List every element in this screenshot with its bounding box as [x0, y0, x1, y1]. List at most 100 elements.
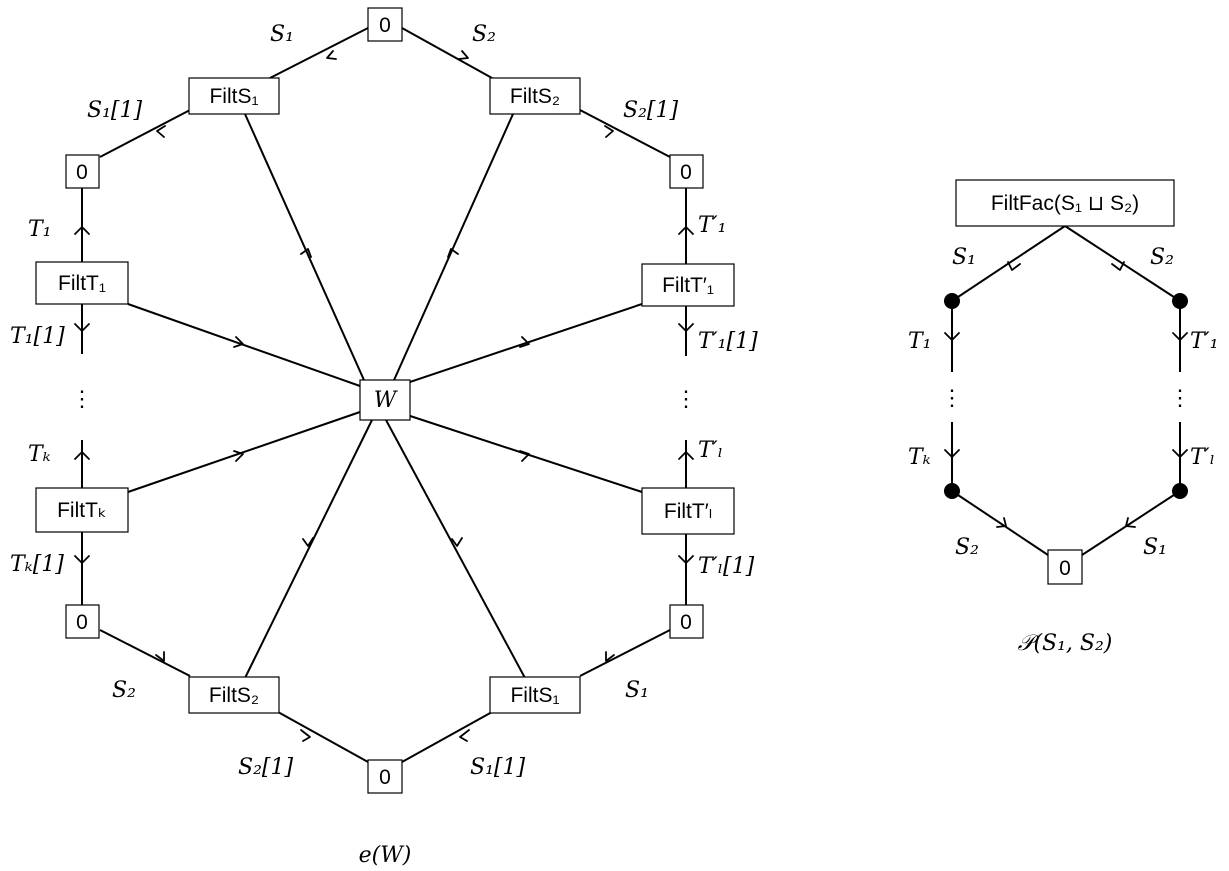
edge-top0-filts2: [401, 27, 493, 79]
node-label: FiltT₁: [58, 272, 106, 295]
label-r-tl-prime: T′ₗ: [1190, 445, 1215, 470]
arrow-r-s2-top: [1111, 261, 1125, 271]
arrow-spoke-filttk: [233, 450, 244, 462]
label-t1-1: T₁[1]: [10, 324, 65, 349]
node-label: 0: [1059, 557, 1071, 580]
arrow-r-s2-bot: [996, 517, 1007, 528]
node-right-bottom-zero: 0: [1047, 549, 1083, 585]
node-zero-upper-right: 0: [669, 154, 704, 189]
label-r-s1-bottom: S₁: [1143, 535, 1167, 560]
node-label: FiltS₂: [510, 85, 560, 108]
node-filts2-bottom: FiltS₂: [188, 676, 280, 714]
arrow-spoke-filtt1: [233, 336, 244, 348]
node-filts2-top: FiltS₂: [489, 77, 581, 115]
edge-w-filtt1: [127, 303, 361, 387]
node-label: FiltS₂: [209, 684, 259, 707]
arrow-s2-bot: [155, 651, 165, 662]
node-zero-upper-left: 0: [65, 154, 100, 189]
arrow-s2-top: [458, 50, 469, 60]
node-label: 0: [379, 14, 391, 37]
vertex-dot: [944, 293, 960, 309]
edge-top0-filts1: [269, 27, 369, 79]
arrow-spoke-filts1-top: [300, 248, 312, 258]
arrow-s2-1-top: [604, 125, 614, 138]
arrow-t1: [74, 226, 90, 235]
arrow-tk: [74, 451, 90, 460]
label-s1-1-top: S₁[1]: [87, 98, 142, 123]
edge-filts1-zero-ul: [99, 109, 191, 158]
node-label: 0: [680, 161, 692, 184]
node-label: 0: [76, 161, 88, 184]
vdots-right-left: ⋮: [941, 386, 963, 411]
vdots-left: ⋮: [71, 387, 93, 412]
edge-bottom-left: [951, 490, 1049, 556]
node-label: FiltFac(S₁ ⊔ S₂): [991, 192, 1139, 215]
label-tk-1: Tₖ[1]: [10, 552, 64, 577]
label-tl-prime: T′ₗ: [698, 438, 723, 463]
arrow-spoke-filts2-bot: [302, 537, 314, 547]
node-label: 0: [76, 611, 88, 634]
node-label: FiltS₁: [209, 85, 258, 108]
arrow-s1-top: [326, 50, 337, 60]
arrow-r-t1p: [1172, 332, 1188, 341]
edge-w-filts2-top: [385, 113, 514, 399]
arrow-tlp-1: [678, 555, 694, 564]
label-s2-1-bottom: S₂[1]: [238, 755, 293, 780]
label-r-tk: Tₖ: [908, 445, 931, 470]
edge-w-filtt1p: [397, 303, 643, 387]
arrow-r-s1-bot: [1125, 517, 1136, 528]
node-filts1-top: FiltS₁: [188, 77, 280, 115]
exchange-graph: 0 FiltS₁ FiltS₂ 0 0 FiltT₁ FiltT′₁ W: [10, 7, 758, 868]
node-label: W: [374, 388, 399, 413]
node-filttl-prime: FiltT′ₗ: [641, 487, 735, 535]
arrowheads-right: [944, 261, 1188, 528]
arrow-spoke-filttlp: [519, 450, 530, 462]
label-r-t1-prime: T′₁: [1190, 329, 1219, 354]
arrow-s1-1-top: [156, 125, 166, 138]
arrow-r-s1-top: [1007, 261, 1021, 271]
spokes: [127, 113, 643, 679]
node-label: FiltS₁: [510, 684, 559, 707]
edge-filts2-zero-ur: [579, 109, 671, 158]
vertex-dot: [944, 483, 960, 499]
vdots-right: ⋮: [675, 387, 697, 412]
node-label: FiltT′ₗ: [664, 500, 712, 523]
edge-filts2-bot0: [277, 711, 369, 763]
arrow-t1p: [678, 226, 694, 235]
arrow-s2-1-bot: [300, 729, 311, 742]
node-label: 0: [680, 611, 692, 634]
label-r-s1-top: S₁: [952, 245, 976, 270]
label-t1-prime-1: T′₁[1]: [698, 329, 758, 354]
label-s2-1-top: S₂[1]: [623, 98, 678, 123]
label-r-s2-bottom: S₂: [955, 535, 979, 560]
outer-cycle: [81, 27, 687, 763]
label-s1-bottom: S₁: [625, 678, 649, 703]
node-label: FiltTₖ: [57, 499, 107, 522]
edge-bottom-right: [1081, 490, 1181, 556]
node-bottom-zero: 0: [367, 759, 403, 794]
pentagon-graph: FiltFac(S₁ ⊔ S₂) 0 ⋮ ⋮ S₁ S₂ T₁ T′₁ Tₖ T…: [908, 179, 1219, 656]
vertex-dot: [1172, 483, 1188, 499]
label-tk: Tₖ: [28, 442, 51, 467]
node-label: 0: [379, 766, 391, 789]
label-t1: T₁: [28, 217, 52, 242]
edge-w-filttlp: [397, 411, 643, 493]
label-t1-prime: T′₁: [698, 213, 727, 238]
caption-right: 𝒫(S₁, S₂): [1018, 631, 1113, 656]
vertex-dot: [1172, 293, 1188, 309]
node-filtt1: FiltT₁: [35, 261, 129, 305]
arrow-t1p-1: [678, 323, 694, 332]
label-s2-top: S₂: [472, 22, 496, 47]
label-r-t1: T₁: [908, 329, 932, 354]
node-zero-lower-left: 0: [65, 604, 100, 639]
node-filtfac: FiltFac(S₁ ⊔ S₂): [955, 179, 1175, 227]
arrow-r-tlp: [1172, 449, 1188, 458]
node-filtt1-prime: FiltT′₁: [641, 263, 735, 307]
edge-zero-ll-filts2: [99, 629, 191, 677]
node-filttk: FiltTₖ: [35, 487, 129, 533]
edge-w-filts1-bot: [385, 419, 526, 679]
arrow-spoke-filtt1p: [519, 336, 530, 348]
arrow-s1-bot: [605, 651, 615, 662]
vdots-right-right: ⋮: [1169, 386, 1191, 411]
